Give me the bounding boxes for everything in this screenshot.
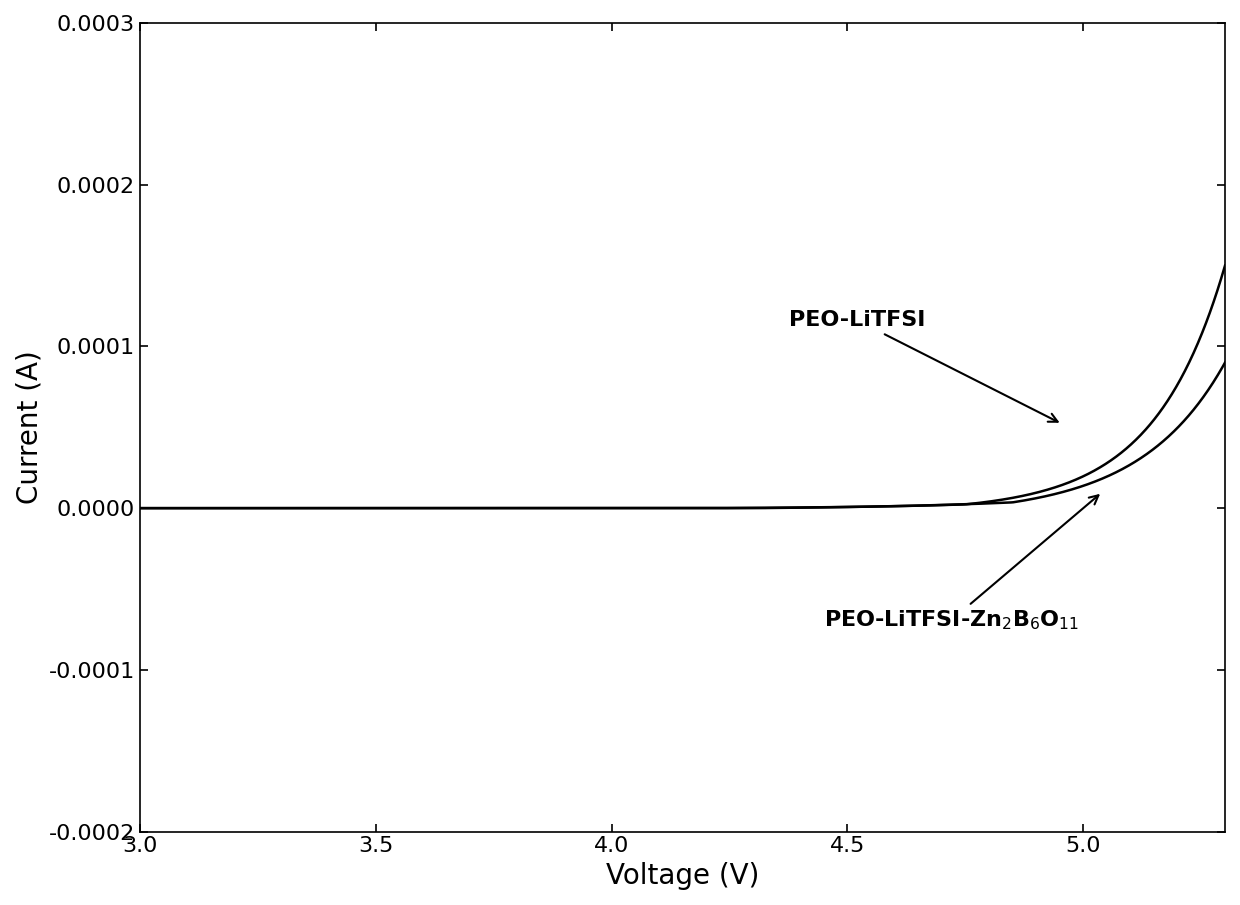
Y-axis label: Current (A): Current (A) xyxy=(15,350,43,504)
Text: PEO-LiTFSI: PEO-LiTFSI xyxy=(789,310,1058,422)
Text: PEO-LiTFSI-Zn$_2$B$_6$O$_{11}$: PEO-LiTFSI-Zn$_2$B$_6$O$_{11}$ xyxy=(823,495,1099,632)
X-axis label: Voltage (V): Voltage (V) xyxy=(605,862,759,890)
